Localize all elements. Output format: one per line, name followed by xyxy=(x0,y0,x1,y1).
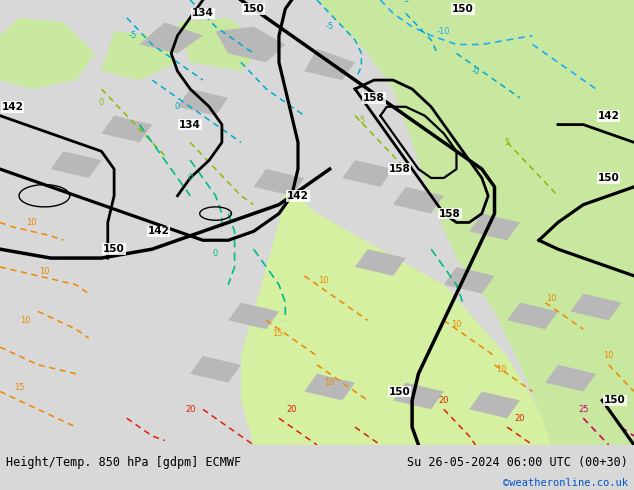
Text: 10: 10 xyxy=(325,378,335,387)
Text: 150: 150 xyxy=(452,4,474,14)
Text: 10: 10 xyxy=(547,294,557,303)
Text: 142: 142 xyxy=(598,111,619,121)
Text: 134: 134 xyxy=(179,120,201,129)
Text: 142: 142 xyxy=(287,191,309,201)
Text: 20: 20 xyxy=(515,414,525,423)
Text: 15.: 15. xyxy=(273,329,285,338)
Text: 10: 10 xyxy=(451,320,462,329)
Polygon shape xyxy=(178,89,228,116)
Text: -5: -5 xyxy=(401,0,410,4)
Polygon shape xyxy=(469,392,520,418)
Polygon shape xyxy=(355,0,634,53)
Polygon shape xyxy=(0,18,95,89)
Polygon shape xyxy=(139,22,203,53)
Text: 150: 150 xyxy=(103,244,125,254)
Polygon shape xyxy=(304,374,355,400)
Text: 10: 10 xyxy=(318,276,328,285)
Text: 150: 150 xyxy=(598,173,619,183)
Text: 158: 158 xyxy=(363,93,385,103)
Polygon shape xyxy=(190,356,241,383)
Polygon shape xyxy=(545,365,596,392)
Polygon shape xyxy=(178,18,266,71)
Text: 10: 10 xyxy=(20,316,30,325)
Text: 158: 158 xyxy=(439,209,461,219)
Text: -10: -10 xyxy=(437,26,451,36)
Polygon shape xyxy=(254,169,304,196)
Text: Height/Temp. 850 hPa [gdpm] ECMWF: Height/Temp. 850 hPa [gdpm] ECMWF xyxy=(6,456,242,468)
Text: 0: 0 xyxy=(175,102,180,111)
Polygon shape xyxy=(444,267,495,294)
Text: 10: 10 xyxy=(27,218,37,227)
Text: 0: 0 xyxy=(188,173,193,182)
Text: 10: 10 xyxy=(39,267,49,276)
Text: 25: 25 xyxy=(578,405,588,414)
Polygon shape xyxy=(355,249,406,276)
Text: Su 26-05-2024 06:00 UTC (00+30): Su 26-05-2024 06:00 UTC (00+30) xyxy=(407,456,628,468)
Text: 142: 142 xyxy=(148,226,169,236)
Polygon shape xyxy=(507,302,558,329)
Text: 150: 150 xyxy=(604,395,626,405)
Polygon shape xyxy=(317,0,634,445)
Polygon shape xyxy=(469,214,520,240)
Polygon shape xyxy=(393,383,444,409)
Text: 150: 150 xyxy=(243,4,264,14)
Polygon shape xyxy=(342,160,393,187)
Text: ©weatheronline.co.uk: ©weatheronline.co.uk xyxy=(503,478,628,488)
Polygon shape xyxy=(51,151,101,178)
Text: -5: -5 xyxy=(325,22,334,31)
Polygon shape xyxy=(571,294,621,320)
Text: -5: -5 xyxy=(129,31,138,40)
Text: 0: 0 xyxy=(99,98,104,107)
Polygon shape xyxy=(393,187,444,214)
Polygon shape xyxy=(216,26,285,62)
Text: 142: 142 xyxy=(2,102,23,112)
Text: 10: 10 xyxy=(604,351,614,361)
Text: 0: 0 xyxy=(213,249,218,258)
Text: 134: 134 xyxy=(192,8,214,18)
Text: 15: 15 xyxy=(14,383,24,392)
Polygon shape xyxy=(304,49,355,80)
Text: 20: 20 xyxy=(185,405,195,414)
Polygon shape xyxy=(228,302,279,329)
Text: 158: 158 xyxy=(389,164,410,174)
Text: -5: -5 xyxy=(357,116,366,124)
Text: 10: 10 xyxy=(496,365,506,374)
Polygon shape xyxy=(101,116,152,143)
Text: 20: 20 xyxy=(287,405,297,414)
Polygon shape xyxy=(101,31,178,80)
Text: -0: -0 xyxy=(471,67,480,75)
Text: 5: 5 xyxy=(505,138,510,147)
Text: 20: 20 xyxy=(439,396,449,405)
Polygon shape xyxy=(241,187,552,445)
Text: 150: 150 xyxy=(389,387,410,396)
